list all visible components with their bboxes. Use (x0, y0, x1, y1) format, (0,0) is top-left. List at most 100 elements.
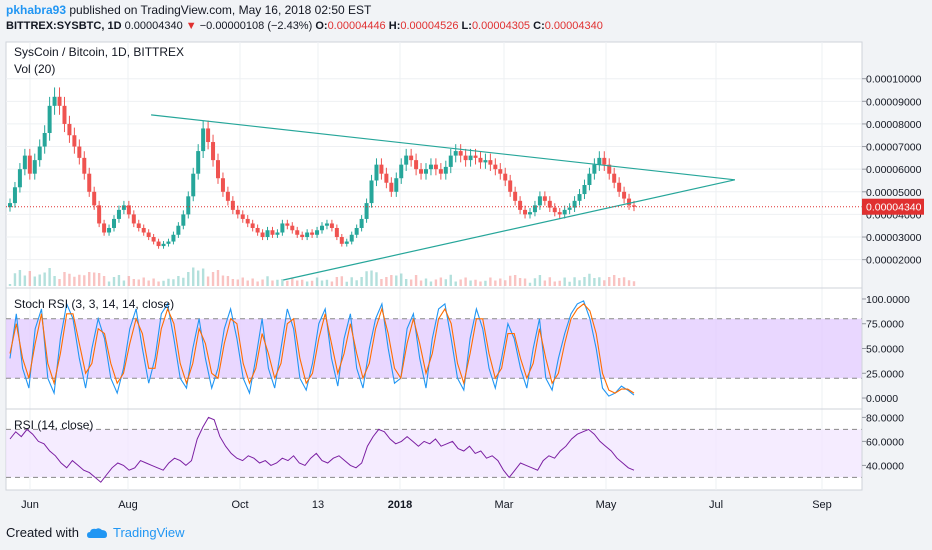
volume-bar (315, 277, 319, 286)
rsi-pane[interactable] (6, 416, 862, 483)
tradingview-link[interactable]: TradingView (86, 525, 185, 540)
rsi-title: RSI (14, close) (14, 418, 93, 432)
candle-body (463, 155, 468, 161)
volume-bar (355, 280, 358, 286)
candle-body (374, 164, 379, 181)
candle-body (508, 180, 513, 192)
volume-bar (236, 279, 240, 286)
volume-bar (201, 268, 205, 286)
volume-bar (489, 277, 492, 286)
candle-body (582, 185, 587, 195)
volume-bar (365, 271, 368, 286)
volume-bar (335, 277, 339, 286)
volume-label: Vol (20) (14, 62, 55, 76)
volume-bar (553, 281, 556, 286)
candle-body (478, 157, 483, 163)
author-link[interactable]: pkhabra93 (6, 3, 67, 17)
candle-body (300, 234, 305, 238)
x-tick-label: May (596, 499, 617, 511)
y-tick-label: 0.00009000 (866, 96, 922, 108)
candle-body (542, 196, 547, 201)
candle-body (201, 128, 206, 152)
candle-body (32, 160, 37, 174)
y-tick-label: 0.00008000 (866, 119, 922, 131)
candle-body (220, 178, 225, 192)
volume-bar (439, 277, 443, 286)
candle-body (310, 232, 315, 235)
volume-bar (192, 267, 195, 286)
volume-bar (246, 280, 249, 286)
open-value: 0.00004446 (327, 20, 386, 32)
candle-body (359, 218, 364, 228)
volume-bar (350, 277, 353, 286)
y-tick-label: 60.0000 (866, 436, 904, 448)
volume-bar (68, 273, 71, 286)
volume-bar (78, 274, 81, 286)
volume-bar (484, 280, 487, 286)
candle-body (211, 142, 216, 161)
volume-bar (256, 281, 259, 286)
candle-body (17, 169, 22, 188)
volume-bar (330, 281, 334, 286)
chart-area[interactable]: Jun Aug Oct 13 2018 Mar May Jul Sep 0.00010000 0.0… (0, 37, 932, 515)
volume-bar (523, 278, 527, 286)
volume-bar (286, 280, 289, 286)
candle-body (458, 151, 463, 156)
volume-bar (112, 277, 116, 286)
volume-bar (469, 280, 472, 286)
volume-bar (107, 281, 111, 286)
candle-body (151, 237, 156, 242)
candle-body (196, 151, 201, 174)
candle-body (369, 180, 374, 204)
candle-body (171, 234, 176, 242)
candle-body (156, 241, 161, 247)
axes: Jun Aug Oct 13 2018 Mar May Jul Sep 0.00010000 0.0… (6, 42, 924, 511)
candle-body (513, 191, 518, 201)
volume-bar (211, 272, 215, 286)
candle-body (235, 209, 240, 215)
candle-body (334, 227, 339, 238)
x-tick-label: Oct (231, 499, 248, 511)
candle-body (216, 160, 220, 179)
volume-bar (117, 275, 121, 286)
volume-bar (8, 284, 12, 286)
volume-bar (38, 274, 41, 286)
price-pane[interactable] (6, 87, 862, 286)
candle-body (186, 196, 191, 215)
volume-bar (300, 279, 304, 286)
volume-bar (583, 277, 586, 286)
candle-body (136, 223, 141, 228)
candle-body (468, 155, 473, 161)
candle-body (414, 160, 419, 170)
candle-body (92, 191, 97, 206)
chart-background (5, 41, 863, 491)
ohlc-header: BITTREX:SYSBTC, 1D 0.00004340 ▼ −0.00000… (6, 20, 603, 32)
candle-body (107, 227, 112, 233)
volume-bar (548, 277, 552, 286)
candle-body (428, 164, 433, 170)
volume-bar (528, 282, 532, 286)
volume-bar (419, 280, 423, 286)
candle-body (67, 123, 72, 136)
x-tick-label: Jul (709, 499, 723, 511)
volume-bar (499, 278, 502, 286)
stoch-rsi-pane[interactable] (6, 300, 862, 397)
y-tick-label: 80.0000 (866, 412, 904, 424)
candle-body (622, 191, 627, 199)
candle-body (206, 128, 211, 143)
candle-body (518, 200, 523, 210)
close-label: C: (533, 20, 545, 32)
volume-bar (206, 276, 210, 286)
volume-bar (13, 273, 17, 286)
volume-bar (518, 278, 522, 286)
candle-body (47, 105, 52, 133)
candle-body (567, 207, 572, 210)
candle-body (42, 132, 47, 147)
candle-body (112, 218, 116, 228)
volume-bar (588, 273, 591, 286)
volume-bar (429, 281, 433, 286)
candle-body (37, 146, 42, 161)
volume-bar (622, 277, 626, 286)
volume-bar (454, 281, 457, 286)
volume-bar (147, 280, 150, 286)
